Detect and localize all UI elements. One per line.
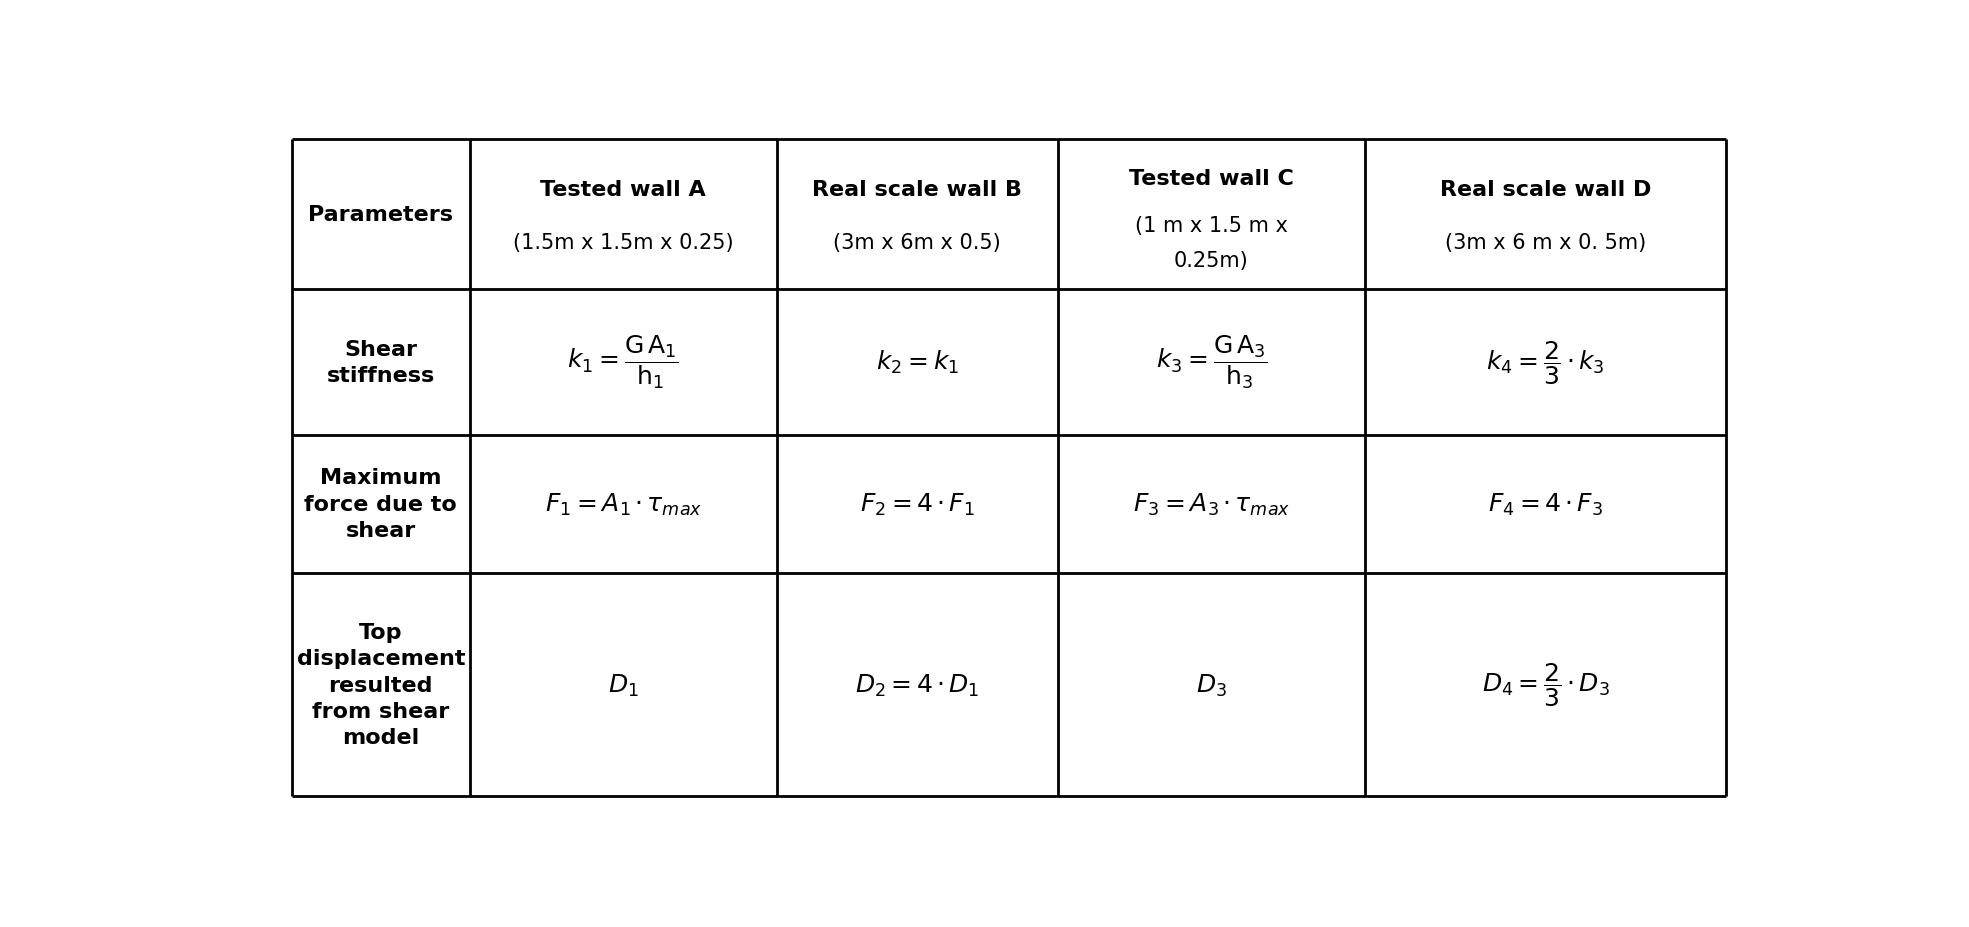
Text: $F_1 = A_1\,{\cdot}\,\tau_{max}$: $F_1 = A_1\,{\cdot}\,\tau_{max}$ bbox=[545, 491, 701, 517]
Text: Shear
stiffness: Shear stiffness bbox=[327, 339, 435, 386]
Text: $F_4 = 4\,{\cdot}\,F_3$: $F_4 = 4\,{\cdot}\,F_3$ bbox=[1489, 491, 1603, 517]
Text: (1 m x 1.5 m x: (1 m x 1.5 m x bbox=[1134, 215, 1288, 235]
Text: $D_2 = 4\,{\cdot}\,D_1$: $D_2 = 4\,{\cdot}\,D_1$ bbox=[855, 672, 979, 698]
Text: $F_2 = 4\,{\cdot}\,F_1$: $F_2 = 4\,{\cdot}\,F_1$ bbox=[860, 491, 975, 517]
Text: $k_2 = k_1$: $k_2 = k_1$ bbox=[876, 349, 959, 376]
Text: $k_1 = \dfrac{\mathrm{G}\,\mathrm{A}_1}{\mathrm{h}_1}$: $k_1 = \dfrac{\mathrm{G}\,\mathrm{A}_1}{… bbox=[567, 334, 679, 391]
Text: (3m x 6m x 0.5): (3m x 6m x 0.5) bbox=[833, 234, 1000, 253]
Text: $D_1$: $D_1$ bbox=[608, 672, 638, 698]
Text: (3m x 6 m x 0. 5m): (3m x 6 m x 0. 5m) bbox=[1445, 234, 1646, 253]
Text: Real scale wall D: Real scale wall D bbox=[1439, 180, 1652, 199]
Text: Maximum
force due to
shear: Maximum force due to shear bbox=[305, 468, 457, 540]
Text: $k_4 = \dfrac{2}{3}\,{\cdot}\,k_3$: $k_4 = \dfrac{2}{3}\,{\cdot}\,k_3$ bbox=[1487, 338, 1605, 387]
Text: $k_3 = \dfrac{\mathrm{G}\,\mathrm{A}_3}{\mathrm{h}_3}$: $k_3 = \dfrac{\mathrm{G}\,\mathrm{A}_3}{… bbox=[1156, 334, 1268, 391]
Text: 0.25m): 0.25m) bbox=[1174, 251, 1248, 271]
Text: $D_4 = \dfrac{2}{3}\,{\cdot}\,D_3$: $D_4 = \dfrac{2}{3}\,{\cdot}\,D_3$ bbox=[1481, 661, 1609, 709]
Text: $D_3$: $D_3$ bbox=[1195, 672, 1227, 698]
Text: Real scale wall B: Real scale wall B bbox=[813, 180, 1022, 199]
Text: Tested wall A: Tested wall A bbox=[540, 180, 707, 199]
Text: Top
displacement
resulted
from shear
model: Top displacement resulted from shear mod… bbox=[297, 622, 465, 747]
Text: $F_3 = A_3\,{\cdot}\,\tau_{max}$: $F_3 = A_3\,{\cdot}\,\tau_{max}$ bbox=[1132, 491, 1290, 517]
Text: Tested wall C: Tested wall C bbox=[1128, 169, 1294, 189]
Text: (1.5m x 1.5m x 0.25): (1.5m x 1.5m x 0.25) bbox=[514, 234, 734, 253]
Text: Parameters: Parameters bbox=[309, 205, 453, 224]
